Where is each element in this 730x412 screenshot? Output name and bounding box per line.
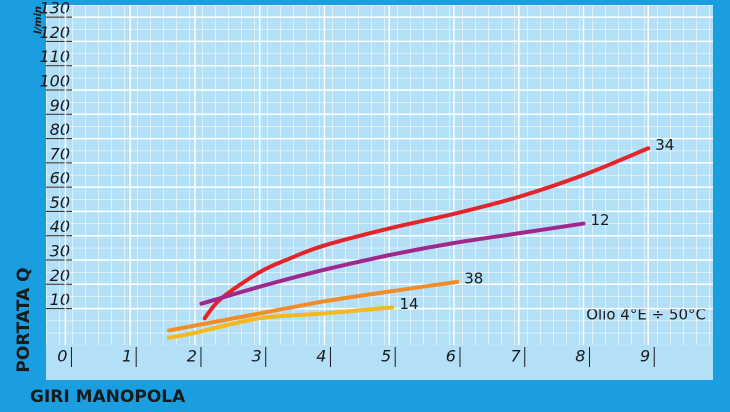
y-tick-label: 130	[39, 0, 70, 18]
series-line	[199, 221, 586, 306]
series-label: 14	[399, 295, 418, 313]
x-tick-label: 4	[316, 347, 326, 366]
x-tick-label: 6	[446, 347, 456, 366]
series-line	[167, 305, 395, 340]
x-tick-label: 2	[187, 347, 197, 366]
annotation: Olio 4°E ÷ 50°C	[586, 306, 706, 324]
x-tick-label: 0	[57, 347, 67, 366]
y-tick-label: 20	[50, 266, 70, 285]
series-line	[202, 146, 651, 321]
x-axis-label: GIRI MANOPOLA	[30, 387, 186, 407]
x-tick-label: 8	[575, 347, 585, 366]
y-tick-label: 110	[39, 47, 70, 66]
series-label: 38	[464, 269, 483, 287]
series-line	[167, 279, 460, 333]
x-tick-label: 9	[640, 347, 650, 366]
y-tick-label: 120	[39, 23, 70, 42]
x-tick-label: 7	[511, 347, 522, 366]
y-tick-label: 30	[50, 242, 70, 261]
series-label: 12	[590, 211, 609, 229]
y-axis-label: PORTATA Q	[14, 267, 34, 372]
y-tick-label: 60	[50, 169, 70, 188]
y-tick-label: 50	[50, 193, 70, 212]
y-tick-label: 100	[39, 72, 70, 91]
y-tick-label: 70	[50, 144, 70, 163]
x-tick-label: 5	[381, 347, 391, 366]
x-tick-label: 1	[122, 347, 132, 366]
series-label: 34	[655, 136, 674, 154]
y-tick-label: 40	[50, 217, 70, 236]
x-tick-label: 3	[252, 347, 262, 366]
y-tick-label: 90	[50, 96, 70, 115]
y-tick-label: 10	[50, 290, 70, 309]
y-unit: l/min	[33, 6, 44, 34]
minor-grid	[46, 5, 713, 345]
y-tick-label: 80	[50, 120, 70, 139]
